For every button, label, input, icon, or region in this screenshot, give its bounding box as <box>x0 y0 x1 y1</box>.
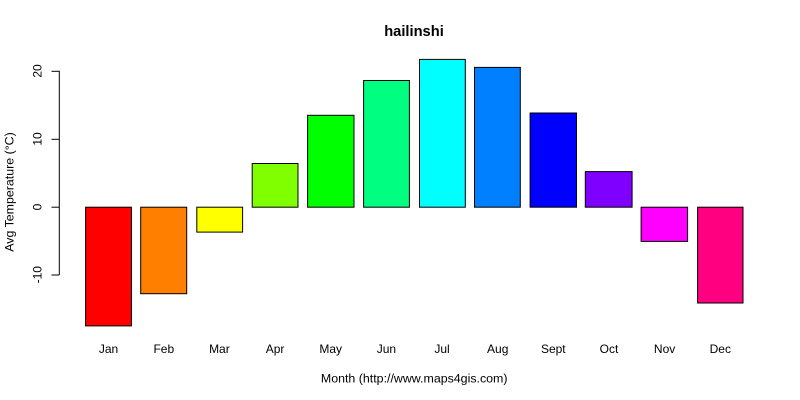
svg-text:Feb: Feb <box>153 342 174 356</box>
svg-text:Jan: Jan <box>99 342 118 356</box>
svg-text:Aug: Aug <box>487 342 508 356</box>
svg-text:May: May <box>319 342 342 356</box>
svg-text:Nov: Nov <box>654 342 675 356</box>
svg-text:Jun: Jun <box>377 342 396 356</box>
svg-text:Avg Temperature (°C): Avg Temperature (°C) <box>3 132 17 252</box>
svg-text:hailinshi: hailinshi <box>384 24 444 40</box>
svg-text:0: 0 <box>31 203 45 210</box>
svg-text:Jul: Jul <box>434 342 449 356</box>
svg-text:Oct: Oct <box>600 342 619 356</box>
svg-text:-10: -10 <box>31 266 45 284</box>
svg-text:Month (http://www.maps4gis.com: Month (http://www.maps4gis.com) <box>321 371 508 385</box>
svg-text:Sept: Sept <box>541 342 566 356</box>
svg-text:10: 10 <box>31 132 45 146</box>
svg-text:Dec: Dec <box>710 342 731 356</box>
svg-text:20: 20 <box>31 64 45 78</box>
svg-text:Mar: Mar <box>209 342 230 356</box>
svg-text:Apr: Apr <box>266 342 285 356</box>
